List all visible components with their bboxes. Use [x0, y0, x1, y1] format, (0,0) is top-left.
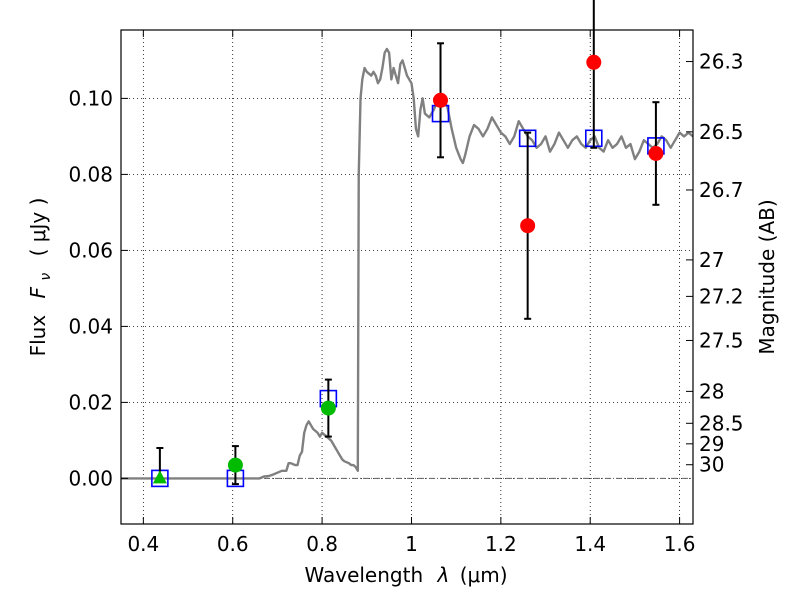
model-spectrum-line: [121, 47, 693, 480]
right-tick-label: 26.7: [699, 178, 744, 202]
observed-green-point: [227, 457, 243, 473]
observed-green-point: [320, 400, 336, 416]
right-tick-label: 27.2: [699, 284, 744, 308]
right-tick-label: 28.5: [699, 411, 744, 435]
x-axis-label: Wavelength λ (μm): [304, 563, 507, 587]
right-tick-label: 26.3: [699, 50, 744, 74]
right-tick-label: 28: [699, 379, 724, 403]
x-axis-label-unit: (μm): [460, 563, 508, 587]
right-axis-label: Magnitude (AB): [755, 199, 779, 354]
plot-area: [121, 47, 693, 480]
x-tick-label: 0.6: [217, 532, 249, 556]
y-tick-label: 0.10: [68, 86, 113, 110]
markers: [151, 0, 665, 488]
x-tick-label: 1.6: [664, 532, 696, 556]
observed-red-point: [648, 146, 664, 161]
y-tick-label: 0.00: [68, 466, 113, 490]
x-tick-label: 1.4: [574, 532, 606, 556]
right-tick-label: 29: [699, 432, 724, 456]
right-tick-label: 27.5: [699, 328, 744, 352]
right-tick-label: 27: [699, 248, 724, 272]
y-axis-label: Flux F ν ( μJy ): [26, 198, 55, 357]
x-axis-label-prefix: Wavelength: [304, 563, 423, 587]
observed-triangle-point: [152, 470, 167, 484]
plot-frame: [120, 29, 694, 525]
right-tick-label: 30: [699, 453, 724, 477]
x-tick-label: 1.2: [485, 532, 517, 556]
observed-red-point: [586, 54, 602, 70]
y-tick-label: 0.02: [68, 390, 113, 414]
x-tick-label: 0.8: [306, 532, 338, 556]
y-axis-label-prefix: Flux: [26, 315, 50, 357]
ticks: 0.4 0.6 0.8 1 1.2 1.4 1.6 0.00 0.02 0.04 0.06 0.08 0…: [68, 30, 744, 556]
y-axis-label-subscript: ν: [38, 273, 54, 281]
observed-red-point: [433, 92, 449, 108]
y-axis-label-unit: ( μJy ): [26, 198, 50, 257]
x-tick-label: 0.4: [127, 532, 159, 556]
right-tick-label: 26.5: [699, 120, 744, 144]
y-tick-label: 0.06: [68, 238, 113, 262]
x-tick-label: 1: [405, 532, 418, 556]
observed-red-point: [520, 218, 536, 234]
y-tick-label: 0.04: [68, 314, 113, 338]
y-axis-label-symbol: F: [26, 286, 50, 298]
x-axis-label-symbol: λ: [437, 563, 450, 587]
y-tick-label: 0.08: [68, 162, 113, 186]
